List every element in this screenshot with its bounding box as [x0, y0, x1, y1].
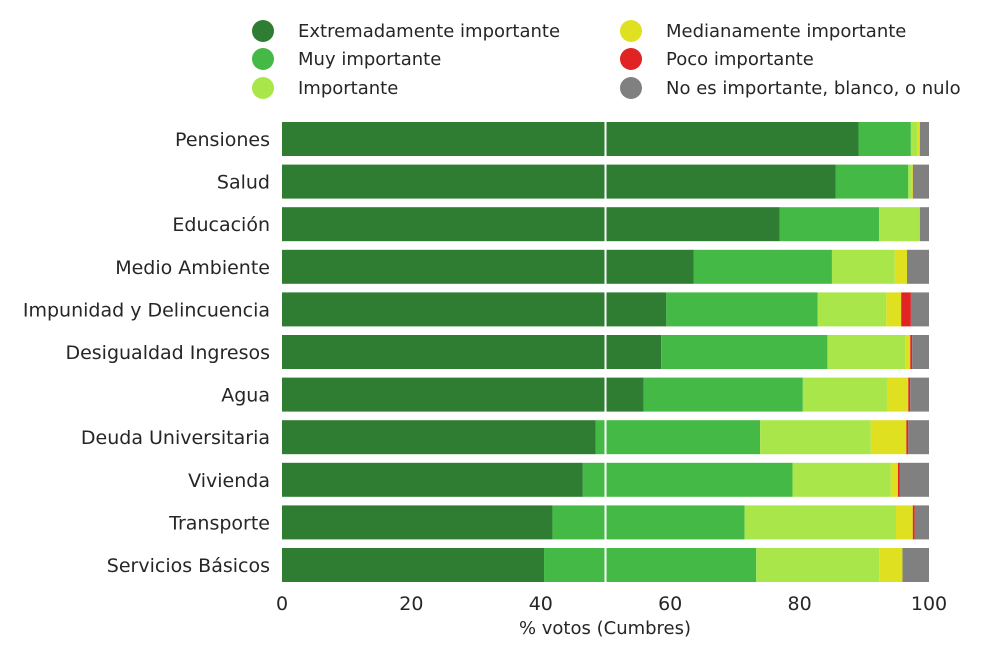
y-tick-label: Desigualdad Ingresos [65, 342, 270, 364]
bar-segment [282, 548, 545, 582]
bar-segment [282, 335, 662, 369]
bar-segment [643, 377, 803, 412]
bar-segment [779, 207, 880, 242]
bar-segment [910, 122, 918, 156]
bar-segment [858, 122, 911, 156]
bar-segment [906, 420, 909, 455]
bar-segment [894, 249, 908, 284]
bar-segment [911, 164, 913, 199]
legend-marker [252, 77, 274, 99]
y-tick-label: Servicios Básicos [107, 555, 270, 577]
y-tick-label: Deuda Universitaria [81, 427, 270, 449]
bar-segment [282, 292, 667, 327]
legend-marker [252, 20, 274, 42]
bar-segment [910, 377, 929, 412]
y-tick-label: Vivienda [188, 470, 270, 492]
bar-segment [595, 420, 761, 455]
x-tick-label: 0 [276, 593, 288, 615]
bar-segment [870, 420, 907, 455]
bar-segment [827, 335, 906, 369]
y-tick-label: Medio Ambiente [115, 257, 270, 279]
bar-segment [907, 249, 929, 284]
y-tick-label: Pensiones [175, 129, 270, 151]
bar-segment [908, 420, 929, 455]
bar-segment [282, 505, 553, 540]
x-tick-label: 100 [911, 593, 947, 615]
x-tick-label: 60 [658, 593, 682, 615]
legend-label: Extremadamente importante [298, 21, 560, 42]
legend-marker [252, 48, 274, 70]
bar-segment [831, 249, 895, 284]
bar-segment [817, 292, 887, 327]
legend-marker [620, 20, 642, 42]
legend-label: Importante [298, 78, 398, 99]
bar-segment [912, 164, 929, 199]
x-axis: 0 20 40 60 80 100 [276, 593, 947, 615]
bar-segment [890, 462, 898, 497]
bar-segment [744, 505, 897, 540]
bar-segment [912, 505, 915, 540]
bar-segment [802, 377, 887, 412]
bar-segment [835, 164, 909, 199]
legend-marker [620, 77, 642, 99]
bar-segment [760, 420, 871, 455]
bar-segment [914, 505, 929, 540]
bar-segment [756, 548, 880, 582]
bar-segment [582, 462, 793, 497]
bar-segment [661, 335, 828, 369]
bar-segment [902, 548, 929, 582]
legend-label: Muy importante [298, 49, 441, 70]
bar-segment [886, 377, 909, 412]
x-axis-label: % votos (Cumbres) [519, 618, 691, 639]
y-tick-label: Educación [172, 214, 270, 236]
legend: Extremadamente importante Muy importante I… [252, 20, 961, 99]
bar-segment [908, 377, 911, 412]
bar-segment [910, 292, 929, 327]
bar-segment [899, 462, 929, 497]
legend-label: Medianamente importante [666, 21, 906, 42]
bar-segment [912, 335, 929, 369]
bar-segment [282, 164, 836, 199]
bar-segment [919, 207, 929, 242]
legend-label: Poco importante [666, 49, 814, 70]
bar-segment [886, 292, 902, 327]
bar-segment [792, 462, 891, 497]
bar-segment [897, 462, 900, 497]
legend-marker [620, 48, 642, 70]
bar-segment [282, 249, 694, 284]
x-tick-label: 20 [399, 593, 423, 615]
bar-segment [282, 207, 780, 242]
bar-segment [282, 420, 596, 455]
bar-segment [693, 249, 832, 284]
bar-segment [901, 292, 911, 327]
legend-label: No es importante, blanco, o nulo [666, 78, 961, 99]
y-tick-label: Agua [221, 385, 270, 407]
bar-segment [896, 505, 913, 540]
bar-segment [544, 548, 757, 582]
bar-segment [905, 335, 911, 369]
bar-segment [919, 122, 929, 156]
bar-segment [910, 335, 913, 369]
x-tick-label: 40 [529, 593, 553, 615]
bar-segment [282, 122, 859, 156]
y-tick-label: Salud [217, 172, 270, 194]
bar-segment [282, 462, 583, 497]
bar-segment [282, 377, 644, 412]
bar-segment [908, 164, 912, 199]
y-tick-label: Impunidad y Delincuencia [23, 299, 270, 321]
bar-segment [879, 548, 903, 582]
x-tick-label: 80 [788, 593, 812, 615]
bar-segment [917, 122, 920, 156]
y-axis: Pensiones Salud Educación Medio Ambiente Imp… [23, 129, 270, 577]
y-tick-label: Transporte [168, 512, 270, 534]
plot-area [282, 122, 929, 582]
bar-segment [879, 207, 920, 242]
bar-segment [552, 505, 745, 540]
bar-segment [666, 292, 818, 327]
